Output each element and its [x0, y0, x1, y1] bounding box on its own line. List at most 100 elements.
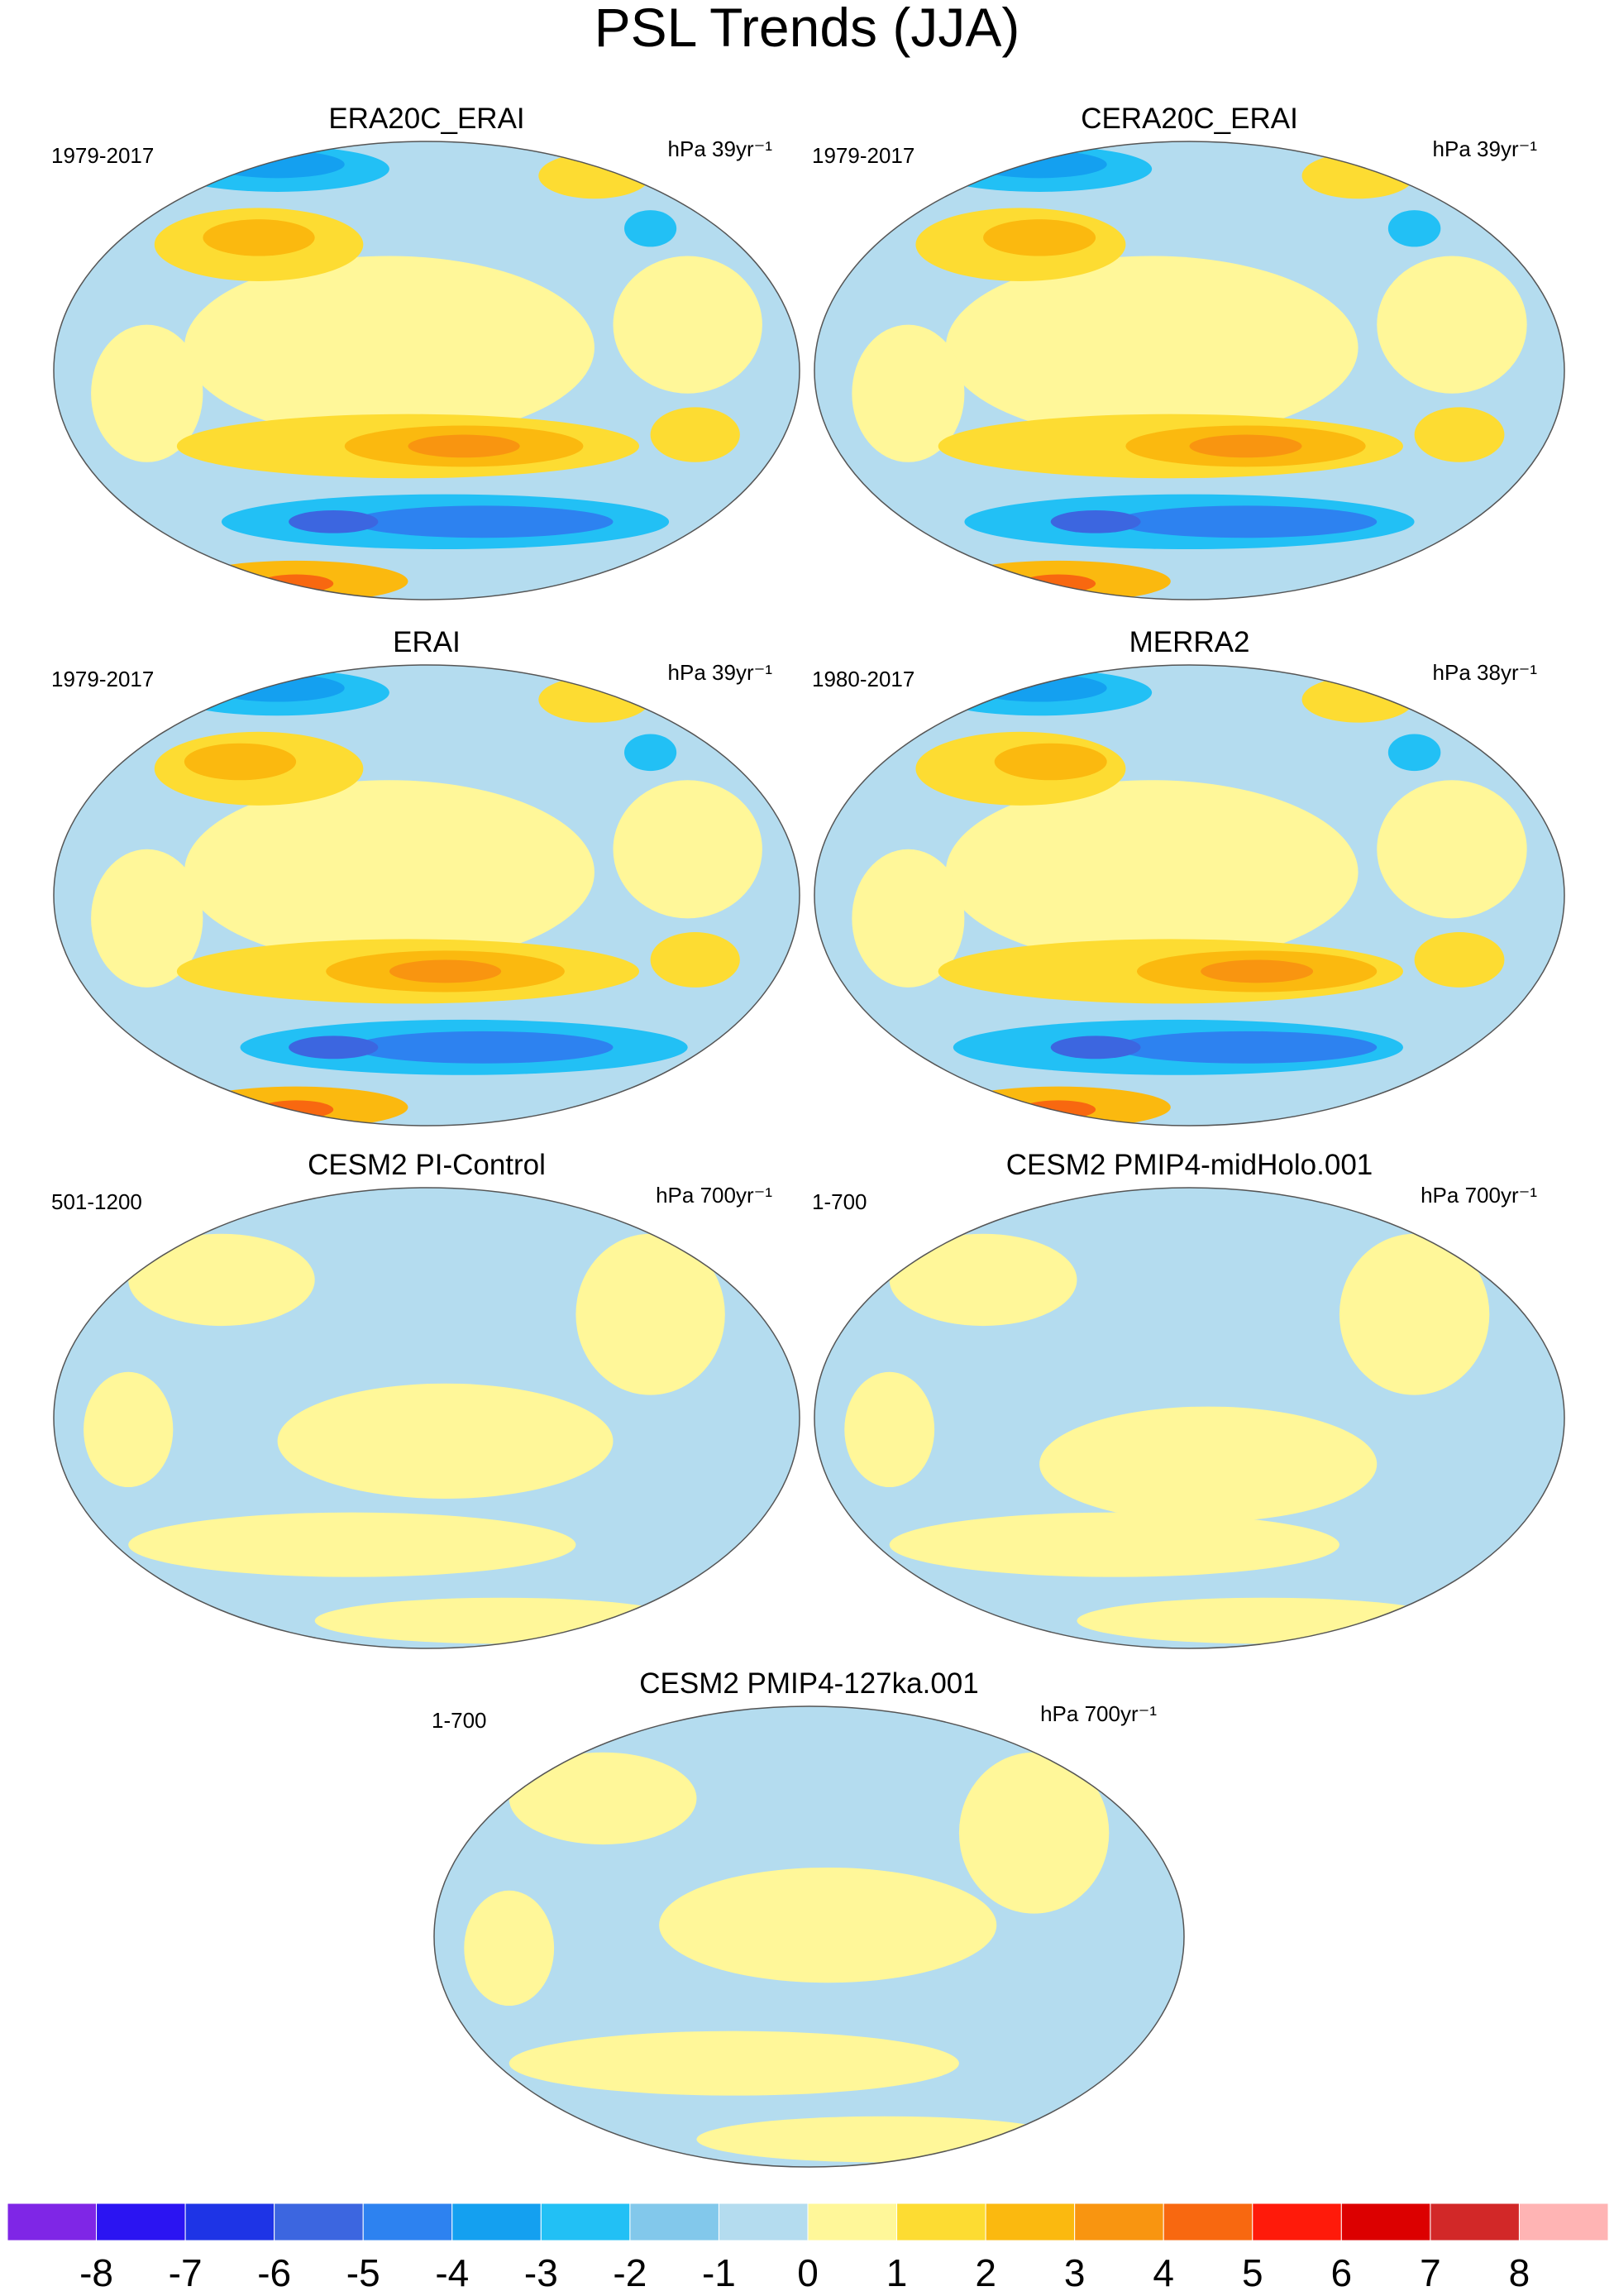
contour-region: [613, 780, 762, 919]
map-shading: [852, 146, 1527, 600]
map-outline: [53, 141, 800, 600]
contour-region: [994, 743, 1107, 781]
panel-title: CESM2 PI-Control: [308, 1149, 546, 1181]
colorbar-label: 4: [1153, 2251, 1174, 2292]
panel-units: hPa 700yr⁻¹: [1421, 1183, 1537, 1208]
contour-region: [314, 1597, 688, 1644]
contour-region: [958, 1752, 1110, 1914]
panel-title: ERAI: [393, 626, 461, 658]
colorbar-box: [184, 2203, 275, 2241]
colorbar-box: [807, 2203, 898, 2241]
colorbar-box: [1163, 2203, 1253, 2241]
contour-region: [1114, 505, 1378, 538]
map-outline: [814, 664, 1565, 1126]
panel-period: 1979-2017: [51, 143, 154, 168]
contour-region: [1301, 676, 1415, 723]
panel-units: hPa 39yr⁻¹: [668, 660, 773, 685]
colorbar-label: -6: [257, 2251, 291, 2292]
panel-title: ERA20C_ERAI: [328, 103, 524, 135]
contour-region: [1050, 1036, 1141, 1060]
colorbar-label: -5: [346, 2251, 380, 2292]
contour-region: [203, 219, 315, 256]
contour-region: [464, 1890, 555, 2007]
colorbar-label: 7: [1420, 2251, 1441, 2292]
contour-region: [389, 959, 502, 983]
contour-region: [889, 1233, 1077, 1327]
colorbar-box: [718, 2203, 809, 2241]
contour-region: [1377, 256, 1527, 394]
colorbar-label: -1: [702, 2251, 736, 2292]
colorbar-box: [896, 2203, 986, 2241]
colorbar-box: [274, 2203, 364, 2241]
colorbar-box: [1518, 2203, 1609, 2241]
colorbar-label: 3: [1064, 2251, 1086, 2292]
contour-region: [1039, 1406, 1378, 1522]
colorbar: -8 -7 -6 -5 -4 -3 -2 -1 0 1 2 3 4 5 6 7 8: [7, 2203, 1609, 2294]
panel-units: hPa 39yr⁻¹: [668, 136, 773, 161]
panel-period: 1979-2017: [812, 143, 914, 168]
colorbar-label: 6: [1331, 2251, 1353, 2292]
contour-region: [659, 1867, 997, 1983]
contour-region: [844, 1371, 935, 1488]
contour-region: [1387, 210, 1441, 247]
contour-region: [696, 2116, 1072, 2163]
contour-region: [289, 1036, 379, 1060]
panel-title: CESM2 PMIP4-midHolo.001: [1006, 1149, 1373, 1181]
contour-region: [1414, 407, 1505, 462]
contour-region: [1414, 932, 1505, 988]
panel-period: 1980-2017: [812, 667, 914, 691]
contour-region: [972, 674, 1107, 702]
colorbar-box: [540, 2203, 631, 2241]
contour-region: [1339, 1233, 1490, 1395]
map-panel: CESM2 PI-Control 501-1200 hPa 700yr⁻¹: [51, 1149, 800, 1649]
contour-region: [538, 152, 651, 199]
panel-units: hPa 38yr⁻¹: [1433, 660, 1538, 685]
contour-region: [128, 1512, 576, 1577]
colorbar-box: [1252, 2203, 1342, 2241]
contour-region: [84, 1371, 174, 1488]
panel-period: 501-1200: [51, 1189, 142, 1214]
contour-region: [1377, 780, 1527, 919]
panel-period: 1-700: [432, 1708, 487, 1733]
colorbar-label: 5: [1242, 2251, 1263, 2292]
colorbar-label: -7: [169, 2251, 203, 2292]
map-shading: [464, 1752, 1110, 2163]
contour-region: [408, 434, 520, 458]
contour-region: [624, 734, 677, 772]
colorbar-box: [985, 2203, 1076, 2241]
map-panel: CESM2 PMIP4-127ka.001 1-700 hPa 700yr⁻¹: [432, 1667, 1185, 2168]
map-panel: ERAI 1979-2017 hPa 39yr⁻¹: [51, 626, 800, 1126]
map-panel: ERA20C_ERAI 1979-2017 hPa 39yr⁻¹: [51, 103, 800, 600]
contour-region: [972, 151, 1107, 179]
panel-period: 1979-2017: [51, 667, 154, 691]
contour-region: [575, 1233, 725, 1395]
contour-region: [91, 324, 203, 462]
panel-units: hPa 39yr⁻¹: [1433, 136, 1538, 161]
contour-region: [1387, 734, 1441, 772]
figure-title: PSL Trends (JJA): [595, 0, 1020, 58]
colorbar-box: [362, 2203, 453, 2241]
contour-region: [277, 1383, 614, 1499]
map-outline: [814, 1187, 1565, 1649]
contour-region: [128, 1233, 315, 1327]
contour-region: [1050, 509, 1141, 533]
contour-region: [289, 509, 379, 533]
colorbar-label: -2: [613, 2251, 647, 2292]
colorbar-box: [1430, 2203, 1520, 2241]
colorbar-label: 0: [797, 2251, 819, 2292]
contour-region: [1077, 1597, 1452, 1644]
contour-region: [1201, 959, 1314, 983]
contour-region: [1189, 434, 1302, 458]
map-panel: MERRA2 1980-2017 hPa 38yr⁻¹: [812, 626, 1565, 1126]
colorbar-box: [7, 2203, 98, 2241]
contour-region: [1301, 152, 1415, 199]
colorbar-box: [1074, 2203, 1164, 2241]
colorbar-box: [96, 2203, 186, 2241]
panel-title: CESM2 PMIP4-127ka.001: [639, 1667, 978, 1700]
contour-region: [624, 210, 677, 247]
contour-region: [650, 932, 740, 988]
map-outline: [814, 141, 1565, 600]
contour-region: [983, 219, 1096, 256]
contour-region: [184, 780, 595, 965]
